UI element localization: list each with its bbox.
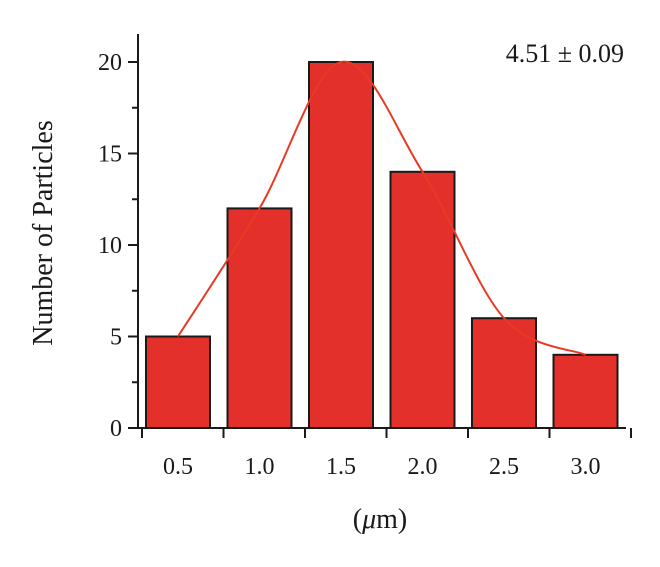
bar-1.0 bbox=[226, 207, 293, 429]
x-tick-label-0.5: 0.5 bbox=[163, 454, 193, 480]
x-tick-label-1.0: 1.0 bbox=[245, 454, 275, 480]
axes-group bbox=[137, 34, 626, 429]
bars-group bbox=[145, 61, 619, 430]
x-axis-title-open: ( bbox=[353, 504, 362, 535]
fit-curve bbox=[177, 60, 586, 356]
y-tick-label-0: 0 bbox=[110, 416, 122, 442]
y-tick-label-15: 15 bbox=[98, 142, 122, 168]
bar-3.0 bbox=[552, 353, 619, 429]
y-axis-title: Number of Particles bbox=[28, 120, 59, 346]
x-tick-label-1.5: 1.5 bbox=[326, 454, 356, 480]
bar-2.0 bbox=[389, 170, 456, 430]
bar-2.5 bbox=[471, 317, 537, 430]
x-tick-label-2.5: 2.5 bbox=[489, 454, 519, 480]
bar-1.5 bbox=[308, 61, 374, 429]
bar-0.5 bbox=[145, 335, 211, 429]
x-tick-label-2.0: 2.0 bbox=[408, 454, 438, 480]
y-tick-label-5: 5 bbox=[110, 325, 122, 351]
x-axis-title-rest: m) bbox=[376, 504, 407, 535]
y-tick-label-10: 10 bbox=[98, 233, 122, 259]
x-axis-title-mu: μ bbox=[361, 504, 376, 535]
y-tick-label-20: 20 bbox=[98, 50, 122, 76]
ticks-group: 0 5 10 15 20 0.5 1.0 1.5 2.0 2.5 3.0 bbox=[98, 50, 632, 480]
mean-size-annotation: 4.51 ± 0.09 bbox=[506, 39, 624, 68]
x-axis-title: (μm) bbox=[353, 504, 408, 535]
x-tick-label-3.0: 3.0 bbox=[571, 454, 601, 480]
